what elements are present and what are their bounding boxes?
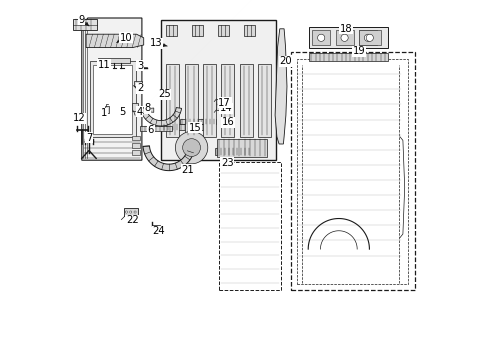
Bar — [184, 64, 197, 137]
Text: 14: 14 — [219, 103, 232, 113]
Text: 13: 13 — [150, 38, 163, 48]
Text: 4: 4 — [136, 107, 142, 117]
Bar — [118, 109, 122, 114]
Bar — [98, 58, 130, 63]
Bar — [93, 65, 132, 134]
Bar — [219, 162, 281, 290]
Text: 20: 20 — [279, 56, 292, 66]
Bar — [258, 64, 270, 137]
Bar — [132, 136, 140, 140]
Text: 17: 17 — [218, 98, 231, 108]
Circle shape — [175, 131, 207, 164]
Circle shape — [134, 211, 136, 213]
Bar — [132, 143, 140, 148]
Bar — [123, 208, 138, 216]
Bar — [132, 103, 138, 111]
Circle shape — [317, 34, 324, 41]
Bar — [132, 150, 140, 155]
Bar — [358, 30, 376, 45]
Bar — [166, 25, 177, 36]
Bar — [309, 27, 387, 48]
Text: 15: 15 — [188, 123, 201, 133]
Bar — [162, 124, 208, 130]
Bar — [218, 25, 228, 36]
Bar — [309, 53, 387, 61]
Polygon shape — [86, 34, 143, 48]
Bar — [296, 59, 407, 284]
Bar — [244, 25, 254, 36]
Text: 7: 7 — [85, 132, 92, 143]
Bar — [104, 106, 109, 113]
Text: 22: 22 — [125, 215, 138, 225]
Bar — [335, 30, 353, 45]
Bar — [140, 126, 171, 131]
Bar — [161, 20, 276, 160]
Circle shape — [340, 34, 347, 41]
Text: 3: 3 — [137, 60, 143, 71]
Bar — [221, 64, 234, 137]
Bar — [215, 148, 250, 155]
Polygon shape — [146, 108, 153, 112]
Text: 5: 5 — [119, 107, 125, 117]
Bar — [216, 139, 266, 157]
Text: 9: 9 — [79, 15, 85, 25]
Text: 23: 23 — [221, 158, 233, 168]
Text: 19: 19 — [352, 46, 365, 56]
Circle shape — [129, 211, 132, 213]
Bar — [133, 81, 141, 86]
Text: 8: 8 — [144, 103, 150, 113]
Circle shape — [183, 139, 200, 157]
Circle shape — [364, 34, 371, 41]
Bar — [166, 64, 179, 137]
Text: 12: 12 — [73, 113, 86, 123]
Polygon shape — [81, 18, 142, 160]
Text: 2: 2 — [137, 83, 143, 93]
Text: 11: 11 — [98, 60, 110, 70]
Bar — [311, 30, 329, 45]
Bar — [358, 30, 380, 45]
Bar — [239, 64, 252, 137]
Bar — [179, 119, 215, 124]
Bar — [192, 25, 203, 36]
Text: 18: 18 — [339, 24, 352, 34]
Text: 25: 25 — [158, 89, 171, 99]
Bar — [290, 52, 414, 290]
Polygon shape — [140, 108, 181, 126]
Bar — [216, 99, 222, 110]
Text: 10: 10 — [119, 33, 132, 43]
Text: 24: 24 — [152, 226, 165, 236]
Text: 21: 21 — [181, 165, 194, 175]
Bar — [89, 61, 136, 137]
Polygon shape — [275, 29, 286, 144]
Circle shape — [125, 211, 127, 213]
Bar — [203, 64, 215, 137]
Text: 6: 6 — [147, 125, 154, 135]
Text: 16: 16 — [222, 117, 234, 127]
Bar — [73, 19, 97, 30]
Circle shape — [366, 34, 373, 41]
Polygon shape — [142, 146, 194, 171]
Text: 1: 1 — [101, 108, 107, 118]
